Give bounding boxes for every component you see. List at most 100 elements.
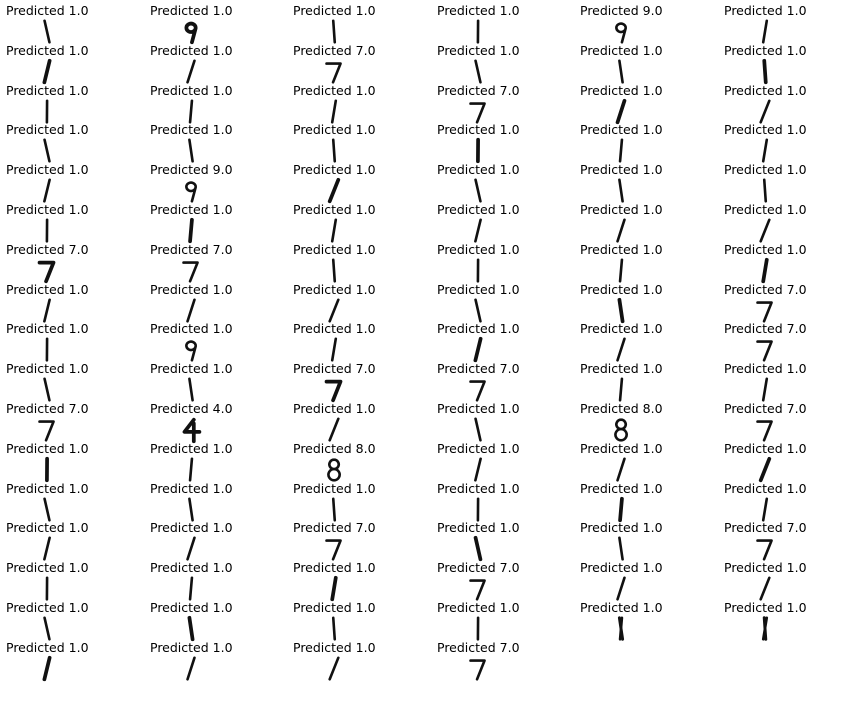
prediction-label: Predicted 7.0	[293, 520, 376, 536]
prediction-cell: Predicted 7.0	[718, 517, 854, 561]
prediction-label: Predicted 1.0	[150, 122, 233, 138]
digit-image	[186, 298, 196, 323]
prediction-label: Predicted 1.0	[150, 480, 233, 496]
prediction-cell: Predicted 7.0	[144, 239, 284, 283]
prediction-label: Predicted 8.0	[293, 440, 376, 456]
digit-stroke	[474, 298, 482, 323]
prediction-cell: Predicted 1.0	[144, 597, 284, 642]
digit-image	[186, 536, 196, 561]
digit-image	[37, 260, 56, 283]
prediction-cell: Predicted 1.0	[287, 318, 427, 362]
prediction-cell: Predicted 1.0	[431, 239, 571, 283]
digit-stroke	[38, 420, 55, 442]
digit-image	[474, 218, 482, 243]
digit-stroke	[618, 178, 624, 203]
digit-stroke	[759, 218, 771, 243]
prediction-label: Predicted 1.0	[150, 202, 233, 217]
digit-stroke	[187, 615, 195, 642]
digit-stroke	[328, 298, 340, 323]
digit-stroke	[43, 377, 51, 402]
prediction-cell: Predicted 1.0	[144, 478, 284, 522]
prediction-label: Predicted 1.0	[437, 480, 520, 496]
digit-image	[618, 178, 624, 203]
prediction-label: Predicted 1.0	[150, 520, 233, 536]
prediction-cell: Predicted 1.0	[718, 119, 854, 163]
digit-stroke	[469, 579, 486, 601]
digit-image	[331, 616, 337, 641]
digit-stroke	[474, 218, 482, 243]
digit-stroke	[762, 616, 768, 641]
digit-stroke	[756, 300, 773, 323]
prediction-label: Predicted 1.0	[580, 241, 663, 257]
digit-stroke	[618, 59, 624, 84]
digit-image	[476, 258, 480, 283]
digit-image	[43, 536, 51, 561]
digit-stroke	[182, 417, 202, 444]
prediction-cell: Predicted 1.0	[0, 637, 140, 681]
prediction-label: Predicted 1.0	[437, 321, 520, 337]
digit-image	[762, 616, 768, 641]
digit-stroke	[761, 497, 769, 522]
prediction-label: Predicted 1.0	[293, 82, 376, 98]
prediction-label: Predicted 1.0	[580, 42, 663, 58]
prediction-label: Predicted 1.0	[293, 281, 376, 297]
prediction-cell: Predicted 1.0	[287, 637, 427, 681]
digit-stroke	[331, 19, 337, 44]
digit-stroke	[618, 496, 624, 522]
digit-image	[474, 178, 482, 203]
prediction-label: Predicted 1.0	[6, 560, 89, 576]
prediction-cell: Predicted 1.0	[144, 438, 284, 482]
digit-stroke	[330, 99, 338, 124]
prediction-label: Predicted 1.0	[150, 3, 233, 18]
digit-image	[615, 98, 627, 124]
prediction-label: Predicted 1.0	[6, 3, 89, 18]
prediction-label: Predicted 7.0	[724, 281, 807, 297]
digit-image	[761, 377, 769, 402]
digit-stroke	[474, 457, 482, 482]
prediction-cell: Predicted 1.0	[431, 478, 571, 522]
digit-image	[182, 261, 199, 283]
prediction-label: Predicted 1.0	[724, 122, 807, 138]
prediction-label: Predicted 1.0	[293, 3, 376, 18]
prediction-cell: Predicted 1.0	[287, 239, 427, 283]
prediction-cell: Predicted 1.0	[0, 597, 140, 641]
digit-stroke	[759, 576, 771, 601]
digit-stroke	[616, 576, 626, 601]
digit-stroke	[474, 417, 482, 442]
prediction-cell: Predicted 1.0	[144, 318, 284, 362]
digit-stroke	[43, 497, 51, 522]
prediction-cell: Predicted 1.0	[431, 597, 571, 641]
digit-image	[469, 101, 486, 124]
prediction-cell: Predicted 7.0	[431, 557, 571, 601]
prediction-label: Predicted 1.0	[580, 122, 663, 138]
digit-image	[43, 497, 51, 522]
digit-stroke	[331, 258, 337, 283]
digit-stroke	[43, 178, 51, 203]
digit-stroke	[616, 218, 626, 243]
prediction-cell: Predicted 1.0	[718, 199, 854, 243]
prediction-label: Predicted 1.0	[580, 82, 663, 98]
prediction-label: Predicted 1.0	[437, 162, 520, 178]
digit-image	[618, 496, 624, 522]
prediction-label: Predicted 1.0	[6, 440, 89, 456]
prediction-cell: Predicted 9.0	[144, 159, 284, 203]
digit-stroke	[756, 539, 773, 561]
digit-stroke	[616, 337, 626, 362]
prediction-label: Predicted 7.0	[293, 42, 376, 58]
digit-image	[476, 138, 480, 164]
prediction-cell: Predicted 7.0	[287, 517, 427, 561]
digit-image	[328, 298, 340, 323]
digit-stroke	[618, 536, 624, 561]
digit-image	[188, 457, 194, 482]
digit-stroke	[327, 458, 341, 482]
digit-image	[618, 377, 624, 402]
prediction-cell: Predicted 1.0	[287, 597, 427, 641]
digit-stroke	[185, 340, 197, 362]
digit-stroke	[43, 616, 51, 641]
prediction-label: Predicted 1.0	[293, 600, 376, 615]
digit-image	[331, 19, 337, 44]
digit-image	[756, 340, 773, 362]
prediction-label: Predicted 1.0	[293, 122, 376, 138]
prediction-label: Predicted 7.0	[437, 82, 520, 98]
digit-stroke	[618, 377, 624, 402]
